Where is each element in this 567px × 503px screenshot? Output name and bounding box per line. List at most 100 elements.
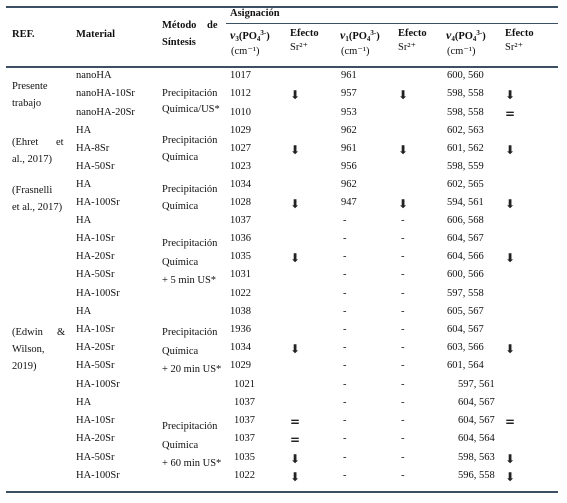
arrow-down-icon: ⬇	[290, 251, 301, 265]
row-20-material: HA-20Sr	[76, 433, 115, 444]
row-15-material: HA-20Sr	[76, 342, 115, 353]
arrow-down-icon: ⬇	[398, 143, 409, 157]
row-5-material: HA-50Sr	[76, 161, 115, 172]
arrow-down-icon: ⬇	[398, 197, 409, 211]
row-13-v1: -	[343, 306, 347, 317]
header-v3-sr: Sr²⁺	[290, 42, 309, 53]
row-22-v1-effect-blank: -	[401, 470, 405, 481]
row-11-v1: -	[343, 269, 347, 280]
row-16-material: HA-50Sr	[76, 360, 115, 371]
row-12-material: HA-100Sr	[76, 288, 120, 299]
equal-icon: =	[290, 415, 301, 429]
header-v4-sr: Sr²⁺	[505, 42, 524, 53]
header-v1-efecto: Efecto	[398, 28, 427, 39]
row-3-v4: 602, 563	[447, 125, 484, 136]
bottom-rule	[6, 491, 558, 493]
row-4-v1: 961	[341, 143, 357, 154]
row-20-v1-effect-blank: -	[401, 433, 405, 444]
header-sintesis: Síntesis	[162, 37, 196, 48]
row-11-v1-effect-blank: -	[401, 269, 405, 280]
row-20-v1: -	[343, 433, 347, 444]
header-v1-sr: Sr²⁺	[398, 42, 417, 53]
row-19-v3: 1037	[234, 415, 255, 426]
method-4-l0: Precipitación	[162, 327, 218, 338]
row-19-v1: -	[343, 415, 347, 426]
row-2-material: nanoHA-20Sr	[76, 107, 135, 118]
row-18-v1-effect-blank: -	[401, 397, 405, 408]
row-8-v1-effect-blank: -	[401, 215, 405, 226]
row-21-material: HA-50Sr	[76, 452, 115, 463]
header-ref: REF.	[12, 29, 35, 40]
header-v3-efecto: Efecto	[290, 28, 319, 39]
row-12-v4: 597, 558	[447, 288, 484, 299]
ref-trabajo: trabajo	[12, 98, 42, 109]
arrow-down-icon: ⬇	[290, 197, 301, 211]
row-2-v1: 953	[341, 107, 357, 118]
header-v1: ν1(PO43-)	[340, 28, 380, 43]
arrow-down-icon: ⬇	[290, 143, 301, 157]
arrow-down-icon: ⬇	[505, 143, 516, 157]
row-7-v3: 1028	[230, 197, 251, 208]
row-10-v4: 604, 566	[447, 251, 484, 262]
row-21-v1: -	[343, 452, 347, 463]
arrow-down-icon: ⬇	[505, 88, 516, 102]
method-1-l0: Precipitación	[162, 135, 218, 146]
row-15-v4: 603, 566	[447, 342, 484, 353]
ref-edwin-wilson: Wilson,	[12, 344, 45, 355]
row-6-v4: 602, 565	[447, 179, 484, 190]
method-3-l2: + 5 min US*	[162, 275, 217, 286]
row-2-v4: 598, 558	[447, 107, 484, 118]
row-3-material: HA	[76, 125, 92, 136]
header-bottom-rule	[6, 66, 558, 68]
ref-frasnelli-year: et al., 2017)	[12, 202, 63, 213]
top-rule	[6, 6, 558, 8]
row-0-v4: 600, 560	[447, 70, 484, 81]
row-14-v4: 604, 567	[447, 324, 484, 335]
row-21-v1-effect-blank: -	[401, 452, 405, 463]
row-4-v3: 1027	[230, 143, 251, 154]
header-asignacion: Asignación	[230, 8, 280, 19]
row-1-v3: 1012	[230, 88, 251, 99]
row-18-v1: -	[343, 397, 347, 408]
row-10-v1: -	[343, 251, 347, 262]
row-6-v1: 962	[341, 179, 357, 190]
row-13-v1-effect-blank: -	[401, 306, 405, 317]
row-16-v4: 601, 564	[447, 360, 484, 371]
row-0-v3: 1017	[230, 70, 251, 81]
row-22-v4: 596, 558	[458, 470, 495, 481]
row-0-material: nanoHA	[76, 70, 112, 81]
arrow-down-icon: ⬇	[290, 342, 301, 356]
method-3-l0: Precipitación	[162, 238, 218, 249]
row-1-material: nanoHA-10Sr	[76, 88, 135, 99]
header-v4-unit: (cm⁻¹)	[447, 46, 476, 57]
header-v4-efecto: Efecto	[505, 28, 534, 39]
row-14-v1-effect-blank: -	[401, 324, 405, 335]
method-5-l0: Precipitación	[162, 421, 218, 432]
row-9-v1-effect-blank: -	[401, 233, 405, 244]
row-22-v1: -	[343, 470, 347, 481]
method-4-l1: Química	[162, 346, 199, 357]
row-19-v1-effect-blank: -	[401, 415, 405, 426]
row-4-v4: 601, 562	[447, 143, 484, 154]
row-7-v4: 594, 561	[447, 197, 484, 208]
row-3-v1: 962	[341, 125, 357, 136]
method-0-l1: Química/US*	[162, 104, 220, 115]
header-v3-unit: (cm⁻¹)	[231, 46, 260, 57]
row-16-v3: 1029	[230, 360, 251, 371]
row-17-v3: 1021	[234, 379, 255, 390]
row-9-v4: 604, 567	[447, 233, 484, 244]
row-12-v3: 1022	[230, 288, 251, 299]
method-4-l2: + 20 min US*	[162, 364, 222, 375]
row-8-v1: -	[343, 215, 347, 226]
row-5-v4: 598, 559	[447, 161, 484, 172]
row-19-material: HA-10Sr	[76, 415, 115, 426]
method-3-l1: Química	[162, 257, 199, 268]
ref-edwin-amp: &	[57, 327, 66, 338]
row-14-v1: -	[343, 324, 347, 335]
row-17-material: HA-100Sr	[76, 379, 120, 390]
row-3-v3: 1029	[230, 125, 251, 136]
arrow-down-icon: ⬇	[290, 470, 301, 484]
row-0-v1: 961	[341, 70, 357, 81]
header-metodo: Método	[162, 20, 197, 31]
equal-icon: =	[290, 433, 301, 447]
